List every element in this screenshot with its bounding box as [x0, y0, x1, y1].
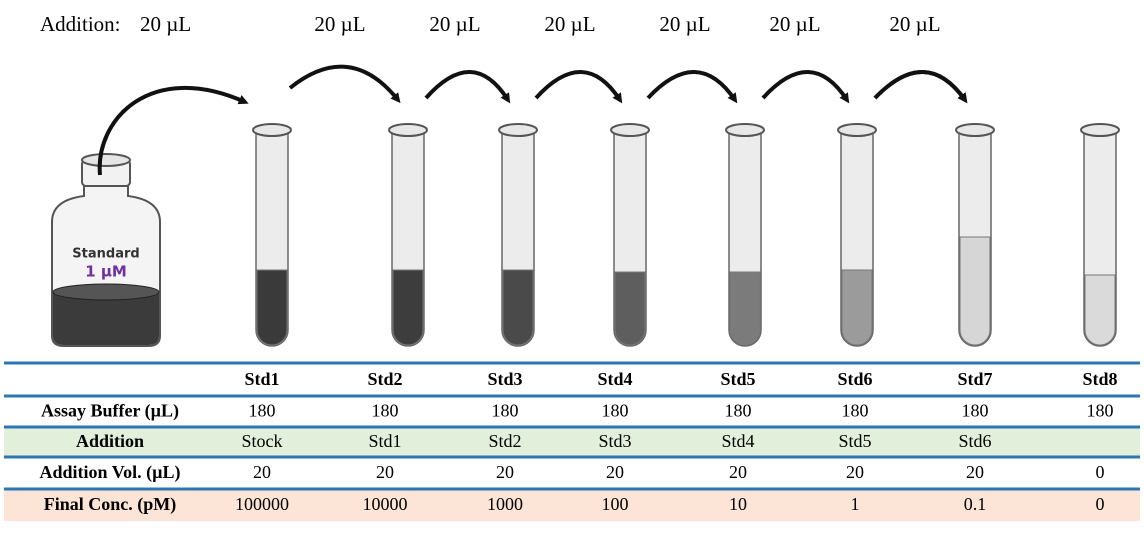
table-cell: Std3 [598, 431, 631, 451]
artwork: Standard 1 µM [51, 85, 249, 347]
row-label: Addition Vol. (µL) [40, 462, 181, 483]
table-cell: 180 [725, 401, 752, 421]
tube-liquid [1084, 274, 1116, 346]
bottle-liquid [53, 287, 159, 345]
column-header: Std7 [957, 369, 992, 389]
table-cell: 1000 [487, 494, 523, 514]
table-cell: 20 [253, 462, 271, 482]
addition-volume: 20 µL [429, 12, 480, 36]
addition-label: Addition: [40, 12, 121, 36]
table-cell: 0 [1096, 462, 1105, 482]
arrow [288, 64, 401, 104]
arrow [424, 70, 511, 104]
table-cell: Stock [241, 431, 282, 451]
table-cell: 180 [492, 401, 519, 421]
column-header: Std8 [1082, 369, 1117, 389]
row-label: Addition [76, 431, 144, 451]
tube-rim [610, 123, 650, 137]
tube-rim [1080, 123, 1120, 137]
table-cell: 0.1 [964, 494, 987, 514]
table-cell: 20 [606, 462, 624, 482]
bottle-rim [81, 153, 131, 167]
addition-volume: 20 µL [544, 12, 595, 36]
column-header: Std5 [720, 369, 755, 389]
column-header: Std2 [367, 369, 402, 389]
table-cell: 0 [1096, 494, 1105, 514]
row-background [4, 427, 1140, 457]
table-cell: Std5 [838, 431, 871, 451]
bottle-concentration: 1 µM [85, 263, 127, 281]
column-header: Std6 [837, 369, 872, 389]
addition-volume: 20 µL [889, 12, 940, 36]
tube-rim [725, 123, 765, 137]
table-cell: 10 [729, 494, 747, 514]
addition-volume: 20 µL [769, 12, 820, 36]
tube-liquid [729, 271, 761, 346]
table-cell: Std4 [721, 431, 754, 451]
tube-liquid [256, 269, 288, 346]
arrow [873, 70, 968, 104]
table-cell: 20 [846, 462, 864, 482]
bottle-liquid-top [52, 283, 160, 301]
arrow [97, 85, 249, 176]
addition-volume: 20 µL [314, 12, 365, 36]
arrow [646, 70, 738, 104]
row-background [4, 489, 1140, 521]
table-cell: 180 [1087, 401, 1114, 421]
tube-liquid [392, 269, 424, 346]
tube-liquid [614, 271, 646, 346]
arrow [534, 70, 623, 104]
tube-liquid [841, 269, 873, 346]
column-header: Std3 [487, 369, 522, 389]
tube-liquid [959, 236, 991, 346]
table-cell: 180 [842, 401, 869, 421]
row-label: Final Conc. (pM) [44, 494, 177, 515]
table-cell: 20 [729, 462, 747, 482]
column-header: Std1 [244, 369, 279, 389]
tube-rim [955, 123, 995, 137]
table-cell: 20 [966, 462, 984, 482]
tube-rim [388, 123, 428, 137]
table-cell: 180 [602, 401, 629, 421]
table-cell: 100 [602, 494, 629, 514]
table-cell: 100000 [235, 494, 289, 514]
table-cell: Std2 [488, 431, 521, 451]
tube-liquid [502, 269, 534, 346]
table-cell: 10000 [363, 494, 408, 514]
table-cell: 180 [372, 401, 399, 421]
row-label: Assay Buffer (µL) [41, 401, 179, 422]
table-cell: Std1 [368, 431, 401, 451]
table-cell: 180 [962, 401, 989, 421]
addition-volume: 20 µL [140, 12, 191, 36]
arrow [761, 70, 850, 104]
table-cell: 180 [249, 401, 276, 421]
table-cell: 20 [496, 462, 514, 482]
addition-volume: 20 µL [659, 12, 710, 36]
column-header: Std4 [597, 369, 632, 389]
table-cell: Std6 [958, 431, 991, 451]
bottle-name: Standard [72, 247, 139, 262]
tube-rim [498, 123, 538, 137]
table-cell: 20 [376, 462, 394, 482]
tube-rim [837, 123, 877, 137]
table-cell: 1 [851, 494, 860, 514]
tube-rim [252, 123, 292, 137]
